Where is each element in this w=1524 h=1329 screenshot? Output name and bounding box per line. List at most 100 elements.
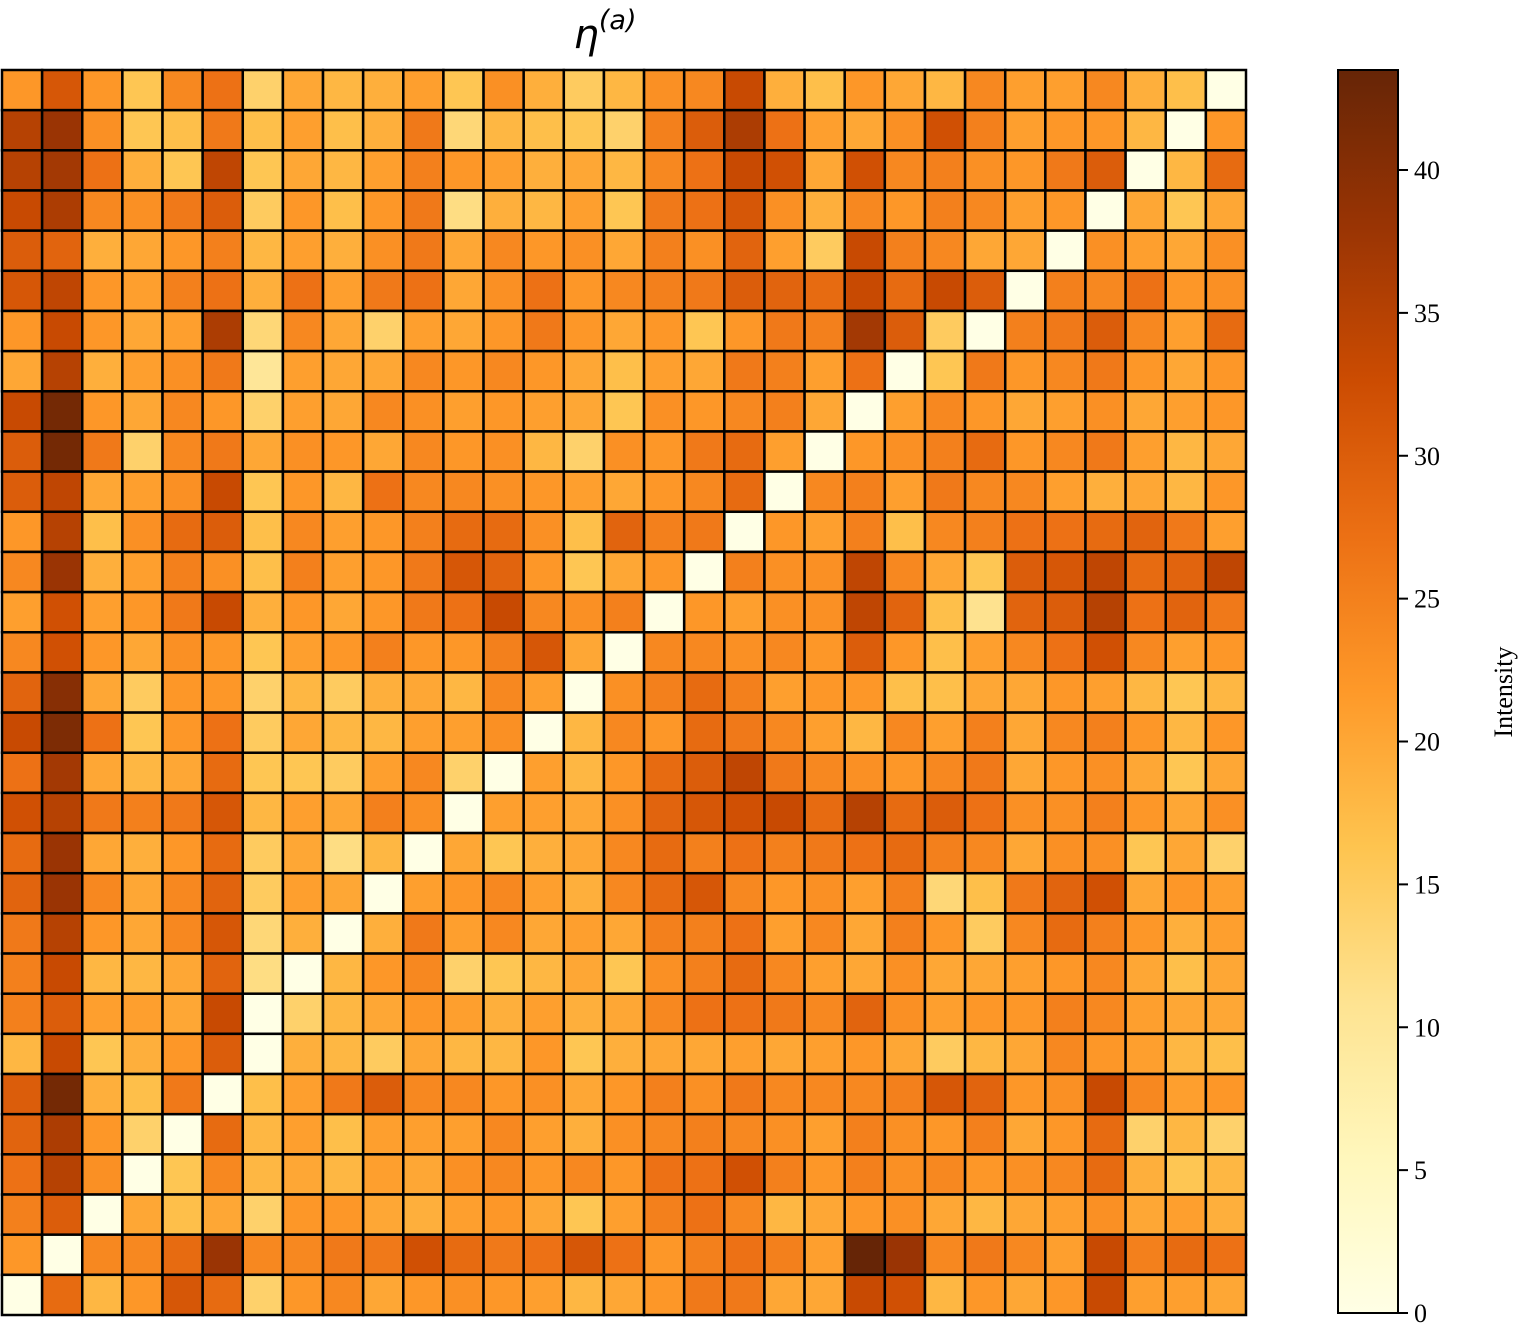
- heatmap-cell-r12-c13: [522, 550, 566, 594]
- heatmap-cell-r1-c6: [241, 108, 285, 152]
- heatmap-cell-r14-c13: [522, 631, 566, 674]
- heatmap-cell-r15-c2: [81, 671, 124, 714]
- heatmap-cell-r12-c30: [1204, 550, 1248, 594]
- heatmap-cell-r14-c29: [1164, 631, 1208, 674]
- heatmap-cell-r30-c29: [1164, 1273, 1208, 1317]
- heatmap-cell-r11-c16: [642, 510, 686, 554]
- heatmap-cell-r20-c20: [803, 871, 846, 915]
- heatmap-cell-r21-c0: [0, 912, 44, 955]
- heatmap-cell-r10-c20: [803, 470, 846, 514]
- heatmap-cell-r27-c7: [281, 1153, 325, 1196]
- heatmap-cell-r21-c17: [682, 912, 726, 955]
- heatmap-cell-r25-c27: [1084, 1072, 1127, 1116]
- heatmap-cell-r30-c28: [1124, 1273, 1167, 1317]
- heatmap-cell-r27-c22: [883, 1153, 927, 1196]
- heatmap-cell-r19-c5: [201, 831, 245, 875]
- heatmap-cell-r14-c19: [763, 631, 806, 674]
- heatmap-cell-r23-c23: [923, 992, 967, 1036]
- heatmap-cell-r12-c3: [121, 550, 164, 594]
- heatmap-cell-r21-c6: [241, 912, 285, 955]
- heatmap-cell-r30-c17: [682, 1273, 726, 1317]
- heatmap-cell-r29-c1: [40, 1233, 84, 1277]
- heatmap-cell-r0-c19: [763, 68, 806, 112]
- heatmap-cell-r7-c29: [1164, 349, 1208, 393]
- heatmap-cell-r1-c18: [723, 108, 766, 152]
- heatmap-cell-r21-c11: [442, 912, 485, 955]
- heatmap-cell-r14-c15: [602, 631, 646, 674]
- heatmap-cell-r17-c20: [803, 751, 846, 795]
- heatmap-cell-r10-c7: [281, 470, 325, 514]
- heatmap-cell-r12-c14: [562, 550, 606, 594]
- heatmap-cell-r12-c11: [442, 550, 485, 594]
- heatmap-cell-r18-c27: [1084, 791, 1127, 835]
- chart-title: η(a): [574, 5, 637, 58]
- heatmap-cell-r25-c29: [1164, 1072, 1208, 1116]
- heatmap-cell-r7-c0: [0, 349, 44, 393]
- heatmap-cell-r13-c21: [843, 590, 887, 634]
- heatmap-cell-r10-c13: [522, 470, 566, 514]
- heatmap-cell-r4-c4: [161, 229, 204, 273]
- heatmap-cell-r23-c2: [81, 992, 124, 1036]
- heatmap-cell-r27-c10: [402, 1153, 445, 1196]
- heatmap-cell-r0-c2: [81, 68, 124, 112]
- heatmap-cell-r22-c16: [642, 952, 686, 995]
- heatmap-cell-r5-c25: [1003, 269, 1047, 313]
- heatmap-cell-r24-c11: [442, 1032, 485, 1076]
- heatmap-cell-r0-c25: [1003, 68, 1047, 112]
- heatmap-cell-r19-c29: [1164, 831, 1208, 875]
- heatmap-cell-r15-c19: [763, 671, 806, 714]
- heatmap-cell-r24-c10: [402, 1032, 445, 1076]
- heatmap-cell-r22-c14: [562, 952, 606, 995]
- heatmap-cell-r22-c13: [522, 952, 566, 995]
- heatmap-cell-r18-c17: [682, 791, 726, 835]
- heatmap-cell-r13-c6: [241, 590, 285, 634]
- heatmap-cell-r25-c17: [682, 1072, 726, 1116]
- heatmap-cell-r25-c21: [843, 1072, 887, 1116]
- heatmap-cell-r17-c29: [1164, 751, 1208, 795]
- heatmap-cell-r0-c15: [602, 68, 646, 112]
- heatmap-cell-r30-c24: [963, 1273, 1007, 1317]
- heatmap-cell-r17-c9: [361, 751, 405, 795]
- heatmap-cell-r16-c6: [241, 711, 285, 754]
- heatmap-cell-r19-c15: [602, 831, 646, 875]
- heatmap-cell-r11-c30: [1204, 510, 1248, 554]
- heatmap-cell-r7-c9: [361, 349, 405, 393]
- heatmap-cell-r25-c18: [723, 1072, 766, 1116]
- heatmap-cell-r21-c22: [883, 912, 927, 955]
- heatmap-cell-r13-c28: [1124, 590, 1167, 634]
- heatmap-cell-r19-c20: [803, 831, 846, 875]
- heatmap-cell-r1-c16: [642, 108, 686, 152]
- heatmap-cell-r23-c0: [0, 992, 44, 1036]
- heatmap-cell-r12-c5: [201, 550, 245, 594]
- heatmap-cell-r26-c27: [1084, 1112, 1127, 1156]
- heatmap-cell-r24-c13: [522, 1032, 566, 1076]
- heatmap-cell-r12-c29: [1164, 550, 1208, 594]
- heatmap-cell-r30-c4: [161, 1273, 204, 1317]
- heatmap-cell-r8-c28: [1124, 390, 1167, 433]
- heatmap-cell-r19-c21: [843, 831, 887, 875]
- heatmap-cell-r15-c8: [321, 671, 365, 714]
- heatmap-cell-r14-c26: [1044, 631, 1087, 674]
- heatmap-cell-r7-c7: [281, 349, 325, 393]
- heatmap-cell-r12-c28: [1124, 550, 1167, 594]
- heatmap-cell-r13-c2: [81, 590, 124, 634]
- heatmap-cell-r1-c27: [1084, 108, 1127, 152]
- heatmap-cell-r2-c2: [81, 149, 124, 192]
- heatmap-cell-r4-c15: [602, 229, 646, 273]
- heatmap-cell-r4-c5: [201, 229, 245, 273]
- heatmap-cell-r22-c29: [1164, 952, 1208, 995]
- heatmap-cell-r13-c7: [281, 590, 325, 634]
- heatmap-cell-r1-c22: [883, 108, 927, 152]
- heatmap-cell-r11-c21: [843, 510, 887, 554]
- heatmap-cell-r18-c6: [241, 791, 285, 835]
- heatmap-cell-r5-c11: [442, 269, 485, 313]
- heatmap-cell-r7-c15: [602, 349, 646, 393]
- heatmap-cell-r6-c22: [883, 309, 927, 353]
- heatmap-cell-r16-c23: [923, 711, 967, 754]
- heatmap-cell-r16-c24: [963, 711, 1007, 754]
- heatmap-cell-r3-c27: [1084, 189, 1127, 232]
- heatmap-cell-r0-c28: [1124, 68, 1167, 112]
- heatmap-cell-r3-c12: [482, 189, 525, 232]
- heatmap-cell-r11-c5: [201, 510, 245, 554]
- heatmap-cell-r30-c5: [201, 1273, 245, 1317]
